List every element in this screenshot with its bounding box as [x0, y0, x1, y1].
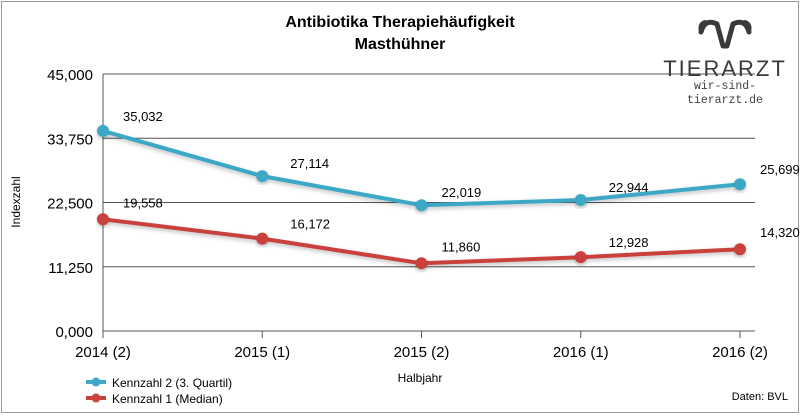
x-tick-label: 2016 (2)	[712, 344, 768, 361]
x-axis-label: Halbjahr	[398, 371, 443, 385]
data-label: 12,928	[609, 235, 649, 250]
axes: 0,000 11,250 22,500 33,750 45,000 2014 (2) 201…	[47, 67, 768, 361]
data-label: 22,019	[442, 185, 482, 200]
x-tick-label: 2015 (1)	[234, 344, 290, 361]
data-label: 16,172	[290, 217, 330, 232]
data-point	[256, 232, 269, 245]
data-label: 22,944	[609, 180, 649, 195]
data-point	[574, 251, 587, 264]
y-tick-label: 22,500	[47, 196, 93, 213]
data-label: 11,860	[442, 239, 481, 254]
antlers-logo-icon	[698, 19, 752, 49]
x-tick-label: 2015 (2)	[394, 344, 450, 361]
x-tick-label: 2014 (2)	[75, 344, 131, 361]
data-point	[415, 257, 428, 270]
data-label: 35,032	[123, 109, 163, 124]
series-lines	[97, 124, 746, 270]
data-point	[734, 243, 746, 256]
y-tick-label: 0,000	[55, 324, 93, 341]
legend-swatch-marker	[91, 393, 101, 403]
y-tick-label: 45,000	[47, 67, 93, 84]
data-point	[97, 124, 109, 137]
data-point	[415, 199, 428, 212]
source-note: Daten: BVL	[732, 391, 788, 403]
data-point	[574, 193, 587, 206]
y-axis-label: Indexzahl	[9, 176, 23, 227]
brand-name: TIERARZT	[663, 56, 787, 81]
legend-swatch-marker	[91, 377, 101, 387]
legend-label: Kennzahl 1 (Median)	[112, 392, 223, 406]
y-tick-label: 33,750	[47, 131, 93, 148]
data-label: 14,320	[760, 225, 800, 240]
grid	[103, 73, 755, 332]
brand-logo: TIERARZT wir-sind-tierarzt.de	[660, 58, 790, 148]
y-tick-label: 11,250	[48, 260, 93, 277]
data-label: 25,699	[760, 162, 800, 177]
data-point	[256, 170, 269, 183]
data-point	[734, 178, 746, 191]
chart-title: Antibiotika Therapiehäufigkeit	[285, 14, 515, 31]
legend-label: Kennzahl 2 (3. Quartil)	[112, 376, 232, 390]
legend: Kennzahl 2 (3. Quartil) Kennzahl 1 (Media…	[86, 376, 232, 406]
x-tick-label: 2016 (1)	[553, 344, 609, 361]
data-label: 27,114	[290, 156, 329, 171]
data-labels: 35,032 27,114 22,019 22,944 25,699 19,558 16,1…	[123, 109, 800, 254]
data-point	[97, 213, 109, 226]
data-label: 19,558	[123, 195, 163, 210]
chart-subtitle: Masthühner	[355, 36, 446, 53]
brand-url: wir-sind-tierarzt.de	[687, 80, 763, 107]
